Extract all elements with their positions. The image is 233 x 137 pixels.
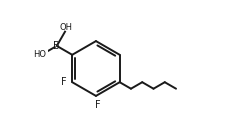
Text: F: F — [61, 77, 66, 86]
Text: F: F — [95, 101, 100, 110]
Text: B: B — [53, 41, 60, 51]
Text: OH: OH — [59, 23, 72, 32]
Text: HO: HO — [33, 50, 46, 59]
